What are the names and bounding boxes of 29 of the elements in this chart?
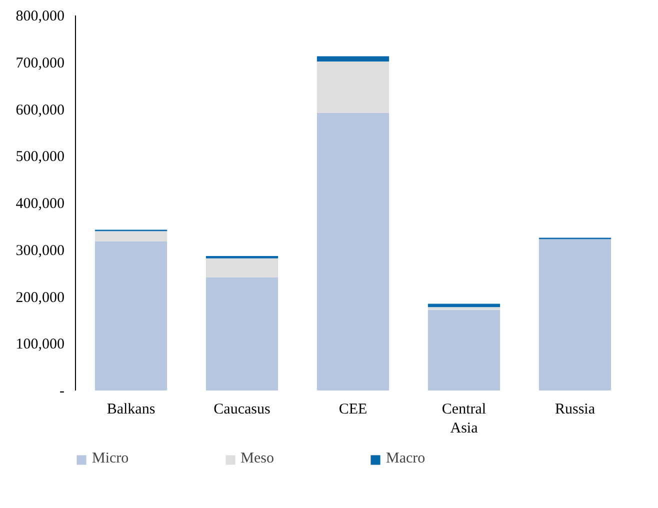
bar (206, 256, 278, 258)
x-tick-label: Central Asia (442, 402, 486, 437)
bar (316, 113, 390, 390)
y-tick-label: 500,000 (16, 149, 64, 166)
y-tick-label: 600,000 (16, 102, 64, 118)
y-tick-label: - (60, 384, 65, 400)
y-tick-label: 100,000 (16, 336, 64, 353)
bar (428, 310, 500, 390)
y-tick-label: 700,000 (16, 55, 64, 72)
bar (94, 231, 168, 242)
bar (206, 258, 278, 278)
legend-label: Micro (92, 450, 129, 468)
y-tick-label: 800,000 (16, 8, 64, 24)
bar (538, 239, 612, 390)
bar (206, 278, 278, 390)
y-tick-label: 200,000 (16, 290, 64, 306)
x-tick-label: Russia (555, 402, 596, 418)
bar (316, 56, 390, 62)
bar (428, 304, 500, 308)
y-tick-label: 400,000 (16, 196, 64, 212)
legend-label: Macro (386, 450, 426, 468)
bar (94, 241, 168, 390)
x-tick-label: CEE (338, 402, 368, 418)
bar (316, 61, 390, 113)
y-tick-label: 300,000 (16, 242, 64, 259)
x-tick-label: Balkans (106, 402, 156, 418)
bar (428, 307, 500, 310)
legend-label: Meso (240, 450, 274, 468)
x-tick-label: Caucasus (214, 402, 270, 418)
